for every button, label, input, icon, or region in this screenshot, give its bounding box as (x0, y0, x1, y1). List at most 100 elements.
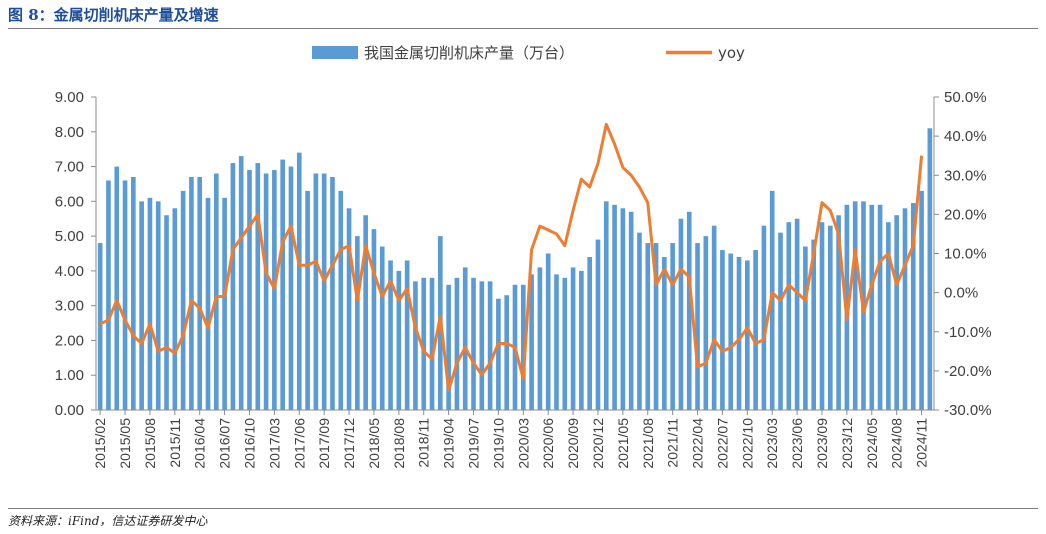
left-tick-label: 3.00 (55, 298, 84, 315)
x-tick-label: 2015/05 (117, 418, 133, 469)
figure-title: 图 8：金属切削机床产量及增速 (8, 6, 219, 24)
bar (637, 232, 642, 410)
bar (379, 246, 385, 410)
left-tick-label: 2.00 (55, 332, 84, 349)
bar (628, 211, 634, 410)
bar (180, 190, 186, 410)
x-tick-label: 2017/09 (316, 418, 332, 469)
x-tick-label: 2023/09 (814, 418, 830, 469)
bar (139, 201, 144, 410)
bar (454, 277, 460, 410)
x-tick-label: 2019/07 (466, 418, 482, 469)
legend: 我国金属切削机床产量（万台） yoy (312, 44, 745, 62)
x-tick-label: 2022/04 (690, 418, 706, 469)
right-tick-label: 50.0% (944, 89, 987, 106)
bar (819, 222, 825, 410)
bar (761, 225, 767, 410)
bar (355, 236, 360, 410)
left-tick-label: 1.00 (55, 367, 84, 384)
legend-label-yoy: yoy (718, 44, 745, 62)
bar (189, 176, 194, 410)
title-divider (8, 28, 1038, 29)
bar-series (97, 128, 933, 411)
bar (421, 277, 427, 410)
bar (396, 270, 402, 410)
left-tick-label: 9.00 (55, 89, 84, 106)
bar (537, 267, 543, 410)
x-tick-label: 2020/03 (515, 418, 531, 469)
bar (662, 256, 667, 410)
x-tick-label: 2017/03 (266, 418, 282, 469)
bar (778, 232, 783, 410)
bar (164, 215, 169, 410)
left-tick-label: 6.00 (55, 193, 84, 210)
bar (711, 225, 717, 410)
bar (321, 173, 327, 410)
bar (587, 256, 592, 410)
bar (736, 256, 742, 410)
bar (305, 190, 310, 410)
bar (836, 215, 841, 410)
bar (296, 152, 302, 410)
bar (720, 250, 725, 410)
bar (155, 201, 161, 410)
x-tick-label: 2023/12 (839, 418, 855, 469)
x-tick-label: 2016/10 (242, 418, 258, 469)
x-tick-label: 2016/07 (217, 418, 233, 469)
bar (753, 250, 758, 410)
bar (803, 246, 808, 410)
right-axis-ticks: -30.0% -20.0% -10.0% 0.0% 10.0% 20.0% 30.0% 40.… (934, 89, 992, 419)
left-axis-ticks: 0.00 1.00 2.00 3.00 4.00 5.00 6.00 7.00 8.00 9.00 (55, 89, 96, 419)
left-tick-label: 5.00 (55, 228, 84, 245)
bar (222, 197, 227, 410)
bar (520, 284, 526, 410)
x-tick-label: 2015/02 (92, 418, 108, 469)
bar (570, 267, 576, 410)
bar (255, 163, 261, 410)
yoy-line-series (99, 122, 924, 392)
bar (97, 243, 103, 410)
right-tick-label: -20.0% (944, 363, 992, 380)
left-tick-label: 7.00 (55, 159, 84, 176)
bar (827, 225, 833, 410)
x-tick-label: 2015/11 (167, 418, 183, 468)
x-tick-label: 2021/08 (640, 418, 656, 469)
bar (496, 298, 501, 410)
bar (280, 159, 286, 410)
bar (197, 176, 203, 410)
bar (703, 236, 709, 410)
x-axis-ticks: 2015/02 2015/05 2015/08 2015/11 2016/04 2016/… (92, 410, 930, 469)
yoy-line (99, 122, 924, 392)
x-tick-label: 2019/10 (490, 418, 506, 469)
bar (910, 203, 916, 410)
x-tick-label: 2024/11 (914, 418, 930, 468)
bar (886, 222, 891, 410)
bar (172, 208, 178, 410)
bar (106, 180, 111, 410)
bar (313, 173, 319, 410)
bar (695, 243, 700, 410)
bar (927, 128, 933, 411)
left-tick-label: 4.00 (55, 263, 84, 280)
x-tick-label: 2020/12 (590, 418, 606, 469)
left-tick-label: 8.00 (55, 124, 84, 141)
left-tick-label: 0.00 (55, 402, 84, 419)
x-tick-label: 2020/06 (540, 418, 556, 469)
x-tick-label: 2020/09 (565, 418, 581, 469)
x-tick-label: 2024/05 (864, 418, 880, 469)
legend-swatch-production (312, 46, 358, 59)
bar (247, 170, 252, 410)
right-tick-label: 40.0% (944, 128, 987, 145)
bar (131, 176, 136, 410)
source-note: 资料来源：iFind，信达证券研发中心 (8, 514, 208, 528)
bar (213, 173, 219, 410)
bar (529, 274, 534, 410)
x-tick-label: 2024/08 (889, 418, 905, 469)
bar (678, 218, 684, 410)
bar (670, 243, 675, 410)
bar (794, 218, 800, 410)
right-tick-label: 30.0% (944, 167, 987, 184)
x-tick-label: 2018/11 (416, 418, 432, 468)
source-divider (8, 508, 1038, 509)
